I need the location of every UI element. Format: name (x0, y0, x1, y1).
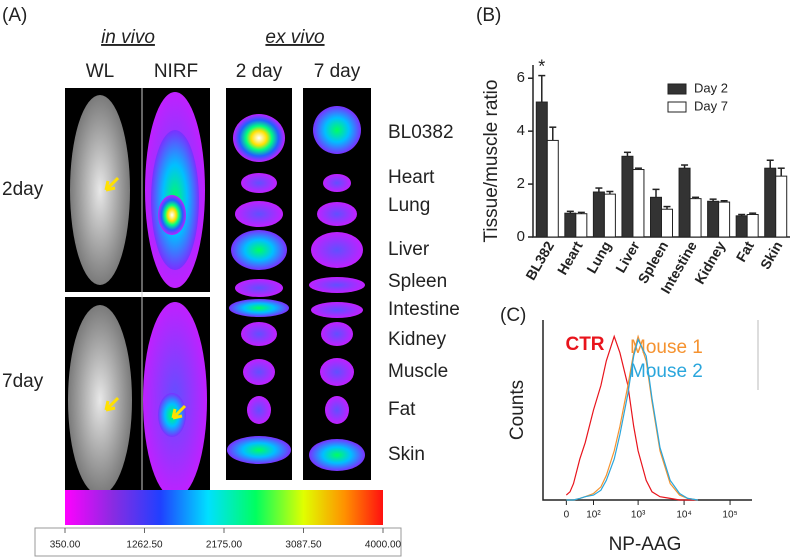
bar (564, 212, 577, 238)
series-label: Mouse 1 (630, 337, 703, 358)
bar (546, 139, 559, 238)
y-tick-label: 2 (517, 175, 525, 192)
panel-label: (B) (476, 5, 501, 26)
legend-label: Day 7 (694, 98, 728, 113)
x-tick-label: 0 (564, 510, 570, 521)
x-tick-label: Lung (583, 238, 614, 276)
organ-label: Kidney (388, 329, 447, 350)
ex-vivo-label: ex vivo (265, 27, 324, 48)
colorbar-tick-label: 3087.50 (285, 540, 322, 551)
bar (621, 155, 634, 238)
bar (764, 167, 777, 238)
x-axis-label: NP-AAG (609, 534, 682, 555)
series-label: CTR (565, 334, 604, 355)
organ-label: Skin (388, 444, 425, 465)
y-axis-label: Tissue/muscle ratio (481, 80, 502, 243)
histogram-line (566, 337, 698, 501)
bar (775, 175, 788, 238)
bar (592, 191, 605, 238)
x-tick-label: Fat (733, 238, 758, 264)
row-label: 2day (2, 179, 44, 200)
y-tick-label: 6 (517, 69, 525, 86)
organ-label: Fat (388, 399, 416, 420)
bar (632, 169, 645, 238)
organ-label: Muscle (388, 361, 448, 382)
bar (707, 200, 720, 238)
x-tick-label: 10⁴ (676, 510, 691, 521)
x-tick-label: Skin (757, 238, 786, 272)
organ-label: Lung (388, 195, 430, 216)
in-vivo-label: in vivo (101, 27, 155, 48)
x-tick-label: BL382 (522, 238, 557, 283)
bar (650, 196, 662, 238)
legend-label: Day 2 (694, 80, 728, 95)
organ-label: Intestine (388, 299, 460, 320)
bar (603, 193, 616, 238)
legend-swatch (667, 101, 687, 113)
series-label: Mouse 2 (630, 361, 703, 382)
bar (535, 101, 548, 238)
organ-label: Spleen (388, 271, 447, 292)
colorbar-tick-label: 1262.50 (126, 540, 163, 551)
organ-label: Heart (388, 167, 435, 188)
panel-a-images (34, 88, 759, 557)
organ-label: Liver (388, 239, 430, 260)
y-tick-label: 4 (517, 122, 525, 139)
x-tick-label: 10³ (631, 510, 646, 521)
column-label: WL (86, 61, 115, 82)
organ-label: BL0382 (388, 122, 454, 143)
column-label: 7 day (314, 61, 361, 82)
bar (575, 213, 588, 238)
row-label: 7day (2, 371, 44, 392)
column-label: NIRF (154, 61, 198, 82)
legend-swatch (667, 83, 687, 95)
panel-label: (C) (500, 305, 526, 326)
bar (661, 208, 673, 238)
x-tick-label: 10² (586, 510, 601, 521)
colorbar-tick-label: 350.00 (50, 540, 81, 551)
panel-label: (A) (2, 5, 27, 26)
colorbar-tick-label: 2175.00 (206, 540, 243, 551)
colorbar (65, 490, 383, 525)
colorbar-tick-label: 4000.00 (365, 540, 402, 551)
x-tick-label: 10⁵ (722, 510, 737, 521)
x-tick-label: Heart (554, 238, 586, 277)
column-label: 2 day (236, 61, 283, 82)
bar (689, 198, 702, 238)
histogram-line (565, 334, 698, 501)
bar (735, 215, 748, 238)
bar (678, 167, 691, 238)
y-axis-label: Counts (507, 380, 528, 440)
annotation: * (538, 56, 545, 76)
bar (718, 201, 731, 238)
bar (746, 214, 759, 238)
y-tick-label: 0 (517, 228, 525, 245)
